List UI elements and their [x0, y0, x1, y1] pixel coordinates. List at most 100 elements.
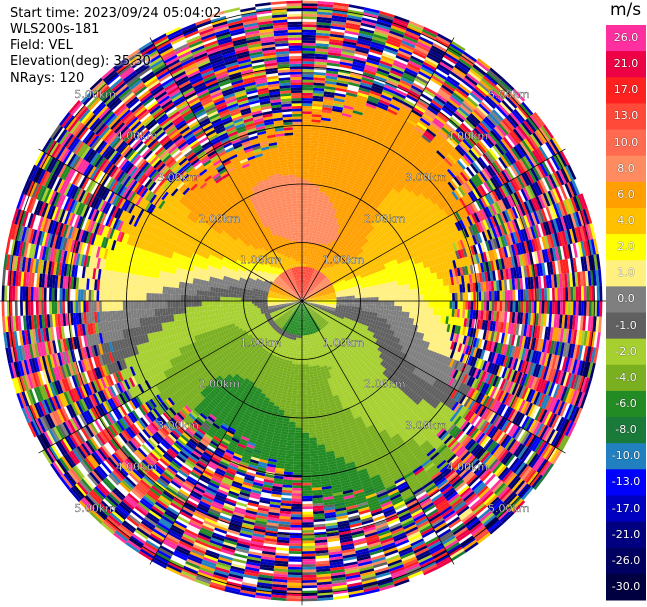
velocity-gate — [436, 293, 440, 301]
velocity-gate — [351, 292, 355, 296]
velocity-gate — [311, 116, 322, 121]
velocity-gate — [304, 256, 307, 259]
velocity-gate — [393, 17, 409, 26]
velocity-gate — [311, 209, 317, 213]
velocity-gate — [348, 155, 357, 161]
velocity-gate — [544, 288, 548, 301]
velocity-gate — [346, 89, 358, 95]
velocity-gate — [304, 271, 307, 275]
velocity-gate — [323, 93, 335, 98]
velocity-gate — [302, 71, 314, 75]
velocity-gate — [364, 191, 371, 197]
velocity-gate — [358, 32, 373, 39]
velocity-gate — [341, 221, 347, 226]
velocity-gate — [316, 261, 320, 265]
velocity-gate — [354, 50, 369, 57]
velocity-gate — [347, 12, 363, 18]
velocity-gate — [340, 115, 352, 121]
velocity-gate — [324, 155, 333, 160]
velocity-gate — [315, 175, 322, 179]
velocity-gate — [380, 57, 394, 65]
velocity-gate — [437, 33, 453, 44]
velocity-gate — [304, 250, 308, 254]
velocity-gate — [385, 110, 397, 118]
velocity-gate — [303, 290, 305, 294]
velocity-gate — [312, 260, 316, 264]
velocity-gate — [344, 301, 347, 304]
velocity-gate — [393, 305, 397, 311]
velocity-gate — [315, 43, 329, 47]
velocity-gate — [377, 309, 381, 314]
velocity-gate — [512, 301, 516, 313]
velocity-gate — [573, 301, 577, 316]
velocity-gate — [525, 301, 529, 313]
velocity-gate — [302, 119, 312, 122]
velocity-gate — [302, 32, 317, 36]
velocity-gate — [316, 253, 320, 257]
velocity-gate — [335, 84, 348, 90]
velocity-gate — [386, 37, 402, 46]
velocity-gate — [315, 48, 329, 52]
velocity-gate — [369, 90, 382, 97]
velocity-gate — [370, 87, 383, 95]
velocity-gate — [415, 43, 430, 53]
velocity-gate — [373, 297, 376, 301]
velocity-gate — [368, 95, 380, 102]
velocity-gate — [303, 277, 305, 280]
velocity-gate — [422, 61, 437, 71]
velocity-gate — [362, 193, 370, 200]
velocity-gate — [320, 263, 324, 267]
velocity-gate — [311, 119, 321, 123]
velocity-gate — [366, 131, 376, 138]
velocity-gate — [315, 214, 321, 219]
velocity-gate — [309, 164, 317, 168]
velocity-gate — [315, 247, 320, 251]
velocity-gate — [388, 305, 392, 311]
velocity-gate — [398, 81, 411, 90]
velocity-gate — [367, 54, 381, 61]
velocity-gate — [344, 225, 350, 231]
velocity-gate — [366, 154, 375, 160]
velocity-gate — [309, 270, 312, 274]
velocity-gate — [395, 55, 410, 63]
velocity-gate — [402, 295, 405, 301]
velocity-gate — [371, 38, 386, 46]
velocity-gate — [414, 306, 418, 314]
velocity-gate — [372, 289, 376, 294]
velocity-gate — [333, 151, 342, 156]
velocity-gate — [330, 224, 336, 229]
velocity-gate — [339, 183, 347, 188]
velocity-gate — [383, 301, 387, 306]
velocity-gate — [306, 221, 311, 225]
velocity-gate — [567, 301, 571, 316]
velocity-gate — [310, 259, 313, 263]
velocity-gate — [302, 227, 306, 230]
velocity-gate — [353, 197, 361, 203]
velocity-gate — [311, 279, 314, 283]
velocity-gate — [349, 306, 352, 309]
velocity-gate — [363, 7, 380, 14]
velocity-gate — [312, 196, 319, 200]
velocity-gate — [322, 104, 333, 109]
velocity-gate — [361, 143, 371, 150]
velocity-gate — [316, 24, 331, 29]
velocity-gate — [486, 301, 490, 311]
velocity-gate — [345, 25, 361, 31]
velocity-gate — [316, 164, 324, 169]
velocity-gate — [375, 26, 390, 33]
velocity-gate — [325, 187, 333, 192]
velocity-gate — [365, 61, 379, 68]
velocity-gate — [350, 172, 358, 179]
velocity-gate — [502, 290, 505, 301]
velocity-gate — [311, 211, 316, 215]
velocity-gate — [342, 227, 348, 233]
velocity-gate — [331, 18, 347, 23]
velocity-gate — [302, 63, 315, 67]
velocity-gate — [407, 92, 420, 101]
velocity-gate — [320, 257, 324, 261]
velocity-gate — [316, 162, 324, 166]
velocity-gate — [344, 187, 352, 193]
velocity-gate — [336, 239, 341, 244]
velocity-gate — [423, 26, 439, 36]
velocity-gate — [310, 137, 320, 141]
